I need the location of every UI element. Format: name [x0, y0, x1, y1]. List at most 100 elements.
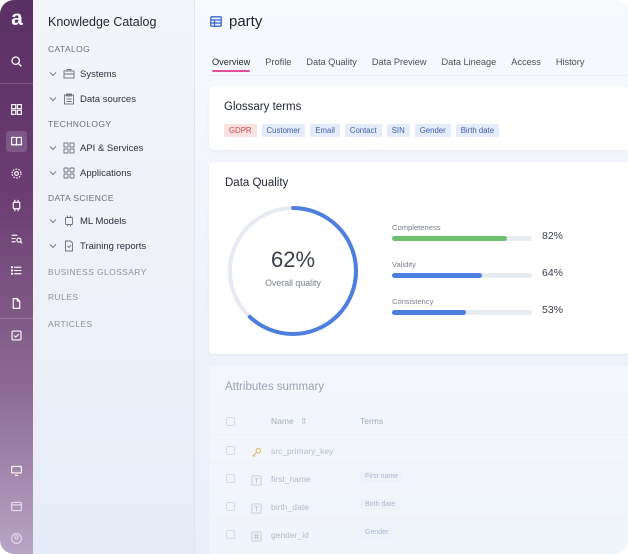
window-icon[interactable]: [6, 496, 27, 517]
attributes-title: Attributes summary: [225, 381, 325, 393]
tab-data-quality[interactable]: Data Quality: [306, 57, 357, 67]
nav-section-articles[interactable]: ARTICLES: [48, 319, 93, 329]
chevron-down-icon[interactable]: [48, 69, 58, 79]
term-badge[interactable]: Gender: [360, 527, 394, 538]
dashboard-icon[interactable]: [6, 99, 27, 120]
nav-section-rules[interactable]: RULES: [48, 292, 79, 302]
chip-icon[interactable]: [6, 195, 27, 216]
table-row-name[interactable]: birth_date: [271, 502, 309, 512]
api-icon: [63, 142, 75, 154]
term-badge[interactable]: Birth date: [360, 499, 400, 510]
column-header-label: Name: [271, 416, 294, 426]
row-checkbox[interactable]: [226, 530, 235, 539]
metric-value: 53%: [542, 304, 564, 316]
nav-section-business-glossary[interactable]: BUSINESS GLOSSARY: [48, 267, 147, 277]
app-logo[interactable]: a: [11, 7, 23, 30]
metric-completeness: Completeness 82%: [392, 223, 582, 242]
attributes-card: Attributes summary Name ⇳ Terms src_prim…: [209, 366, 628, 554]
page-header: party: [210, 13, 262, 30]
tag-contact[interactable]: Contact: [344, 124, 382, 137]
metric-value: 64%: [542, 267, 564, 279]
nav-section-technology[interactable]: TECHNOLOGY: [48, 119, 112, 129]
nav-item-label: ML Models: [80, 215, 127, 227]
checkbox-icon[interactable]: [6, 325, 27, 346]
metric-track: [392, 236, 532, 241]
nav-item-training-reports[interactable]: Training reports: [48, 238, 146, 254]
nav-item-applications[interactable]: Applications: [48, 165, 131, 181]
select-all-checkbox[interactable]: [226, 417, 235, 426]
key-icon: [251, 445, 262, 458]
metric-value: 82%: [542, 230, 564, 242]
metric-label: Completeness: [392, 223, 441, 232]
monitor-icon[interactable]: [6, 460, 27, 481]
tab-access[interactable]: Access: [511, 57, 541, 67]
book-icon[interactable]: [6, 131, 27, 152]
chevron-down-icon[interactable]: [48, 168, 58, 178]
overall-quality-arc: [228, 206, 358, 336]
term-badge[interactable]: First name: [360, 471, 404, 482]
text-type-icon: [251, 473, 262, 486]
metric-track: [392, 310, 532, 315]
glossary-tags: GDPR Customer Email Contact SIN Gender B…: [224, 124, 500, 137]
table-row-name[interactable]: first_name: [271, 474, 311, 484]
nav-item-label: API & Services: [80, 142, 144, 154]
row-checkbox[interactable]: [226, 446, 235, 455]
tab-data-preview[interactable]: Data Preview: [371, 57, 427, 67]
metric-consistency: Consistency 53%: [392, 297, 582, 316]
sort-icon[interactable]: ⇳: [300, 416, 308, 426]
tag-gender[interactable]: Gender: [414, 124, 451, 137]
tag-customer[interactable]: Customer: [261, 124, 306, 137]
data-quality-title: Data Quality: [225, 177, 289, 189]
table-row-name[interactable]: src_primary_key: [271, 446, 334, 456]
tag-sin[interactable]: SIN: [386, 124, 410, 137]
nav-item-systems[interactable]: Systems: [48, 66, 116, 82]
chevron-down-icon[interactable]: [48, 143, 58, 153]
tab-overview[interactable]: Overview: [212, 57, 251, 72]
nav-title: Knowledge Catalog: [48, 15, 157, 29]
tab-data-lineage[interactable]: Data Lineage: [441, 57, 497, 67]
query-icon[interactable]: [6, 228, 27, 249]
row-checkbox[interactable]: [226, 502, 235, 511]
number-type-icon: [251, 529, 262, 542]
avatar-icon[interactable]: [6, 528, 27, 549]
text-type-icon: [251, 501, 262, 514]
system-icon: [63, 68, 75, 80]
document-icon[interactable]: [6, 293, 27, 314]
search-icon[interactable]: [6, 51, 27, 72]
column-header-terms[interactable]: Terms: [360, 416, 384, 426]
glossary-title: Glossary terms: [224, 101, 302, 113]
list-icon[interactable]: [6, 260, 27, 281]
tab-divider: [209, 75, 628, 76]
data-quality-card: Data Quality 62% Overall quality Complet…: [209, 162, 628, 354]
nav-item-api-services[interactable]: API & Services: [48, 140, 143, 156]
tab-profile[interactable]: Profile: [265, 57, 292, 67]
metric-fill: [392, 236, 507, 241]
tab-history[interactable]: History: [555, 57, 585, 67]
column-header-name[interactable]: Name ⇳: [271, 416, 307, 427]
chevron-down-icon[interactable]: [48, 241, 58, 251]
data-source-icon: [63, 93, 75, 105]
nav-section-catalog[interactable]: CATALOG: [48, 44, 91, 54]
table-row-name[interactable]: gender_id: [271, 530, 309, 540]
report-icon: [63, 240, 75, 252]
nav-item-data-sources[interactable]: Data sources: [48, 91, 136, 107]
chevron-down-icon[interactable]: [48, 216, 58, 226]
metric-label: Consistency: [392, 297, 434, 306]
overall-quality-gauge: 62% Overall quality: [224, 202, 362, 340]
chevron-down-icon[interactable]: [48, 94, 58, 104]
metric-track: [392, 273, 532, 278]
nav-item-label: Data sources: [80, 93, 136, 105]
metric-fill: [392, 310, 467, 315]
gear-icon[interactable]: [6, 163, 27, 184]
overall-quality-label: Overall quality: [265, 278, 321, 288]
page-title: party: [229, 13, 263, 30]
nav-item-ml-models[interactable]: ML Models: [48, 213, 126, 229]
tag-gdpr[interactable]: GDPR: [224, 124, 257, 137]
tag-birth-date[interactable]: Birth date: [455, 124, 500, 137]
tag-email[interactable]: Email: [310, 124, 340, 137]
nav-item-label: Applications: [80, 167, 132, 179]
ml-model-icon: [63, 215, 75, 227]
row-checkbox[interactable]: [226, 474, 235, 483]
nav-section-data-science[interactable]: DATA SCIENCE: [48, 193, 114, 203]
